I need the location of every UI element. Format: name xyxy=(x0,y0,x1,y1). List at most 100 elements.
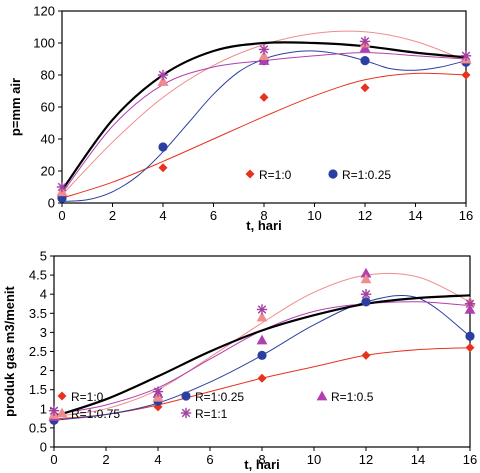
series-5 xyxy=(56,36,472,193)
x-tick-label: 8 xyxy=(258,452,265,467)
data-point-star xyxy=(464,298,476,309)
data-point-circle xyxy=(465,331,475,341)
data-point-circle xyxy=(158,142,168,152)
x-tick-label: 4 xyxy=(154,452,161,467)
y-tick-label: 3 xyxy=(40,325,47,340)
x-tick-label: 12 xyxy=(359,452,373,467)
data-point-star-stroke xyxy=(57,182,67,192)
data-point-triangle xyxy=(256,334,268,345)
x-axis-label: t, hari xyxy=(246,218,281,233)
y-tick-label: 1 xyxy=(40,401,47,416)
y-tick-label: 5 xyxy=(40,249,47,264)
legend-marker-diamond xyxy=(245,169,255,179)
trendlines xyxy=(54,272,470,421)
data-point-star-stroke xyxy=(461,51,471,61)
y-tick-label: 0.5 xyxy=(29,420,47,435)
x-tick-label: 14 xyxy=(408,208,422,223)
data-point-diamond xyxy=(465,343,475,353)
x-tick-label: 12 xyxy=(358,208,372,223)
data-point-circle xyxy=(257,350,267,360)
x-tick-label: 4 xyxy=(159,208,166,223)
data-point-diamond xyxy=(360,83,370,93)
x-tick-label: 0 xyxy=(50,452,57,467)
y-tick-label: 4 xyxy=(40,287,47,302)
x-tick-label: 6 xyxy=(210,208,217,223)
y-tick-label: 0 xyxy=(48,196,55,211)
y-tick-label: 80 xyxy=(41,68,55,83)
x-tick-label: 14 xyxy=(411,452,425,467)
data-point-triangle xyxy=(256,311,268,322)
x-axis-label: t, hari xyxy=(244,457,279,472)
legend-label: R=1:0.25 xyxy=(342,168,391,182)
y-tick-label: 4.5 xyxy=(29,268,47,283)
y-tick-label: 2 xyxy=(40,363,47,378)
y-tick-label: 0 xyxy=(40,440,47,455)
trendline-5 xyxy=(54,294,470,418)
legend-label: R=1:0.25 xyxy=(195,390,244,404)
data-point-circle xyxy=(360,56,370,66)
data-point-star-stroke xyxy=(360,37,370,46)
x-tick-label: 0 xyxy=(58,208,65,223)
legend-marker-circle xyxy=(328,169,338,179)
data-point-star xyxy=(359,36,371,47)
data-point-triangle xyxy=(360,273,372,284)
y-tick-label: 120 xyxy=(33,4,55,19)
y-axis-label: produk gas m3/menit xyxy=(2,285,17,416)
data-point-triangle xyxy=(157,76,169,86)
data-point-star-stroke xyxy=(259,45,269,54)
y-tick-label: 100 xyxy=(33,36,55,51)
data-point-diamond xyxy=(461,70,471,80)
y-tick-label: 40 xyxy=(41,132,55,147)
x-tick-label: 10 xyxy=(307,208,321,223)
legend-label: R=1:0.5 xyxy=(331,390,374,404)
data-point-diamond xyxy=(361,350,371,360)
y-tick-label: 60 xyxy=(41,100,55,115)
x-tick-label: 8 xyxy=(260,208,267,223)
legend-label: R=1:0 xyxy=(71,390,104,404)
data-point-star xyxy=(360,289,372,300)
legend-label: R=1:0.75 xyxy=(71,407,120,421)
data-point-star-stroke xyxy=(465,299,475,308)
legend-label: R=1:0 xyxy=(259,168,292,182)
y-tick-label: 20 xyxy=(41,164,55,179)
data-point-star-stroke xyxy=(49,406,59,415)
trendline-5 xyxy=(62,41,466,191)
legend-marker-star-stroke xyxy=(181,408,191,418)
data-point-star xyxy=(157,69,169,81)
x-tick-label: 2 xyxy=(109,208,116,223)
legend-marker-diamond xyxy=(57,391,67,401)
x-tick-label: 2 xyxy=(102,452,109,467)
chart-2: 0 2 4 6 8 10 12 14 16 0 0.5 1 1.5 2 2.5 3 3.5 4 4.5 5 t, har… xyxy=(2,249,477,473)
data-point-diamond xyxy=(158,163,168,173)
data-point-star-stroke xyxy=(158,70,168,80)
data-point-star-stroke xyxy=(257,305,267,314)
legend-marker-circle xyxy=(181,391,191,401)
data-point-triangle xyxy=(258,50,270,61)
data-point-star-stroke xyxy=(361,289,371,299)
legend-label: R=1:1 xyxy=(195,407,228,421)
x-tick-label: 6 xyxy=(206,452,213,467)
data-point-triangle xyxy=(360,267,372,278)
trendline-3 xyxy=(54,272,470,417)
y-tick-label: 3.5 xyxy=(29,306,47,321)
data-point-diamond xyxy=(259,92,269,102)
chart-1: 0 2 4 6 8 10 12 14 16 0 20 40 60 80 100 120 t, hari p=mm … xyxy=(8,4,473,234)
data-point-diamond xyxy=(257,373,267,383)
x-tick-label: 16 xyxy=(463,452,477,467)
data-point-circle xyxy=(361,297,371,307)
y-tick-label: 2.5 xyxy=(29,344,47,359)
legend-marker-star xyxy=(180,407,192,419)
data-point-star xyxy=(256,304,268,315)
y-axis-label: p=mm air xyxy=(8,78,23,136)
data-point-star xyxy=(258,44,270,55)
data-point-star xyxy=(48,405,60,416)
data-point-star-stroke xyxy=(153,387,163,396)
data-point-star xyxy=(152,386,164,397)
data-point-star xyxy=(56,181,68,193)
legend-marker-triangle xyxy=(316,390,328,401)
x-tick-label: 16 xyxy=(459,208,473,223)
trendline-1 xyxy=(62,72,466,199)
y-tick-label: 1.5 xyxy=(29,382,47,397)
